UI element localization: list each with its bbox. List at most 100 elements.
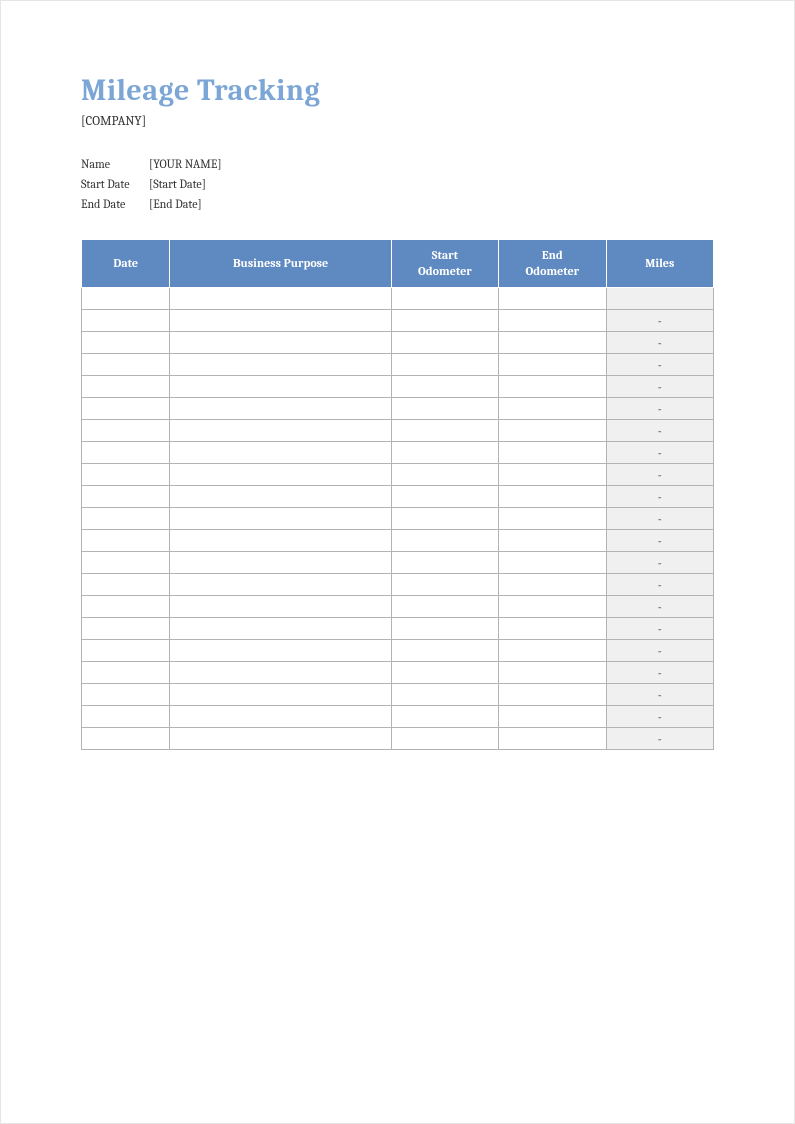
cell-purpose <box>170 508 391 530</box>
table-row: - <box>82 640 714 662</box>
cell-miles: - <box>606 728 713 750</box>
meta-label-name: Name <box>81 157 149 171</box>
cell-end-odometer <box>499 508 606 530</box>
cell-purpose <box>170 640 391 662</box>
cell-purpose <box>170 332 391 354</box>
cell-start-odometer <box>391 486 498 508</box>
table-row: - <box>82 354 714 376</box>
table-row: - <box>82 530 714 552</box>
cell-purpose <box>170 706 391 728</box>
cell-miles: - <box>606 618 713 640</box>
meta-label-start-date: Start Date <box>81 177 149 191</box>
table-row: - <box>82 442 714 464</box>
cell-start-odometer <box>391 464 498 486</box>
meta-row-end-date: End Date [End Date] <box>81 197 714 211</box>
cell-purpose <box>170 552 391 574</box>
cell-end-odometer <box>499 354 606 376</box>
cell-date <box>82 728 170 750</box>
table-row: - <box>82 574 714 596</box>
cell-miles: - <box>606 662 713 684</box>
table-row: - <box>82 662 714 684</box>
cell-end-odometer <box>499 288 606 310</box>
cell-miles: - <box>606 398 713 420</box>
cell-miles <box>606 288 713 310</box>
cell-end-odometer <box>499 552 606 574</box>
cell-end-odometer <box>499 596 606 618</box>
page: Mileage Tracking [COMPANY] Name [YOUR NA… <box>0 0 795 1124</box>
cell-purpose <box>170 486 391 508</box>
meta-value-start-date: [Start Date] <box>149 177 714 191</box>
cell-start-odometer <box>391 596 498 618</box>
cell-date <box>82 574 170 596</box>
cell-end-odometer <box>499 464 606 486</box>
table-row: - <box>82 684 714 706</box>
cell-end-odometer <box>499 486 606 508</box>
company-placeholder: [COMPANY] <box>81 114 714 129</box>
table-row: - <box>82 486 714 508</box>
cell-end-odometer <box>499 420 606 442</box>
cell-end-odometer <box>499 706 606 728</box>
table-row: - <box>82 706 714 728</box>
cell-purpose <box>170 618 391 640</box>
table-row: - <box>82 420 714 442</box>
cell-date <box>82 288 170 310</box>
cell-date <box>82 354 170 376</box>
cell-purpose <box>170 574 391 596</box>
cell-miles: - <box>606 420 713 442</box>
cell-end-odometer <box>499 398 606 420</box>
cell-start-odometer <box>391 332 498 354</box>
cell-purpose <box>170 354 391 376</box>
cell-purpose <box>170 442 391 464</box>
cell-start-odometer <box>391 420 498 442</box>
cell-date <box>82 640 170 662</box>
table-row: - <box>82 728 714 750</box>
cell-date <box>82 618 170 640</box>
col-header-end-odometer: EndOdometer <box>499 240 606 288</box>
cell-date <box>82 310 170 332</box>
cell-miles: - <box>606 706 713 728</box>
cell-date <box>82 508 170 530</box>
cell-miles: - <box>606 376 713 398</box>
cell-end-odometer <box>499 662 606 684</box>
meta-row-start-date: Start Date [Start Date] <box>81 177 714 191</box>
cell-end-odometer <box>499 332 606 354</box>
cell-start-odometer <box>391 728 498 750</box>
col-header-miles: Miles <box>606 240 713 288</box>
cell-purpose <box>170 728 391 750</box>
cell-miles: - <box>606 508 713 530</box>
mileage-table: Date Business Purpose StartOdometer EndO… <box>81 239 714 750</box>
meta-block: Name [YOUR NAME] Start Date [Start Date]… <box>81 157 714 211</box>
cell-purpose <box>170 684 391 706</box>
cell-end-odometer <box>499 376 606 398</box>
cell-start-odometer <box>391 442 498 464</box>
cell-start-odometer <box>391 574 498 596</box>
cell-start-odometer <box>391 552 498 574</box>
cell-miles: - <box>606 640 713 662</box>
col-header-purpose: Business Purpose <box>170 240 391 288</box>
cell-start-odometer <box>391 508 498 530</box>
cell-miles: - <box>606 596 713 618</box>
cell-date <box>82 552 170 574</box>
cell-start-odometer <box>391 398 498 420</box>
cell-purpose <box>170 420 391 442</box>
cell-start-odometer <box>391 354 498 376</box>
cell-miles: - <box>606 464 713 486</box>
meta-row-name: Name [YOUR NAME] <box>81 157 714 171</box>
cell-end-odometer <box>499 684 606 706</box>
cell-start-odometer <box>391 618 498 640</box>
table-row: - <box>82 464 714 486</box>
table-row: - <box>82 508 714 530</box>
table-row: - <box>82 618 714 640</box>
cell-start-odometer <box>391 662 498 684</box>
cell-date <box>82 376 170 398</box>
cell-date <box>82 442 170 464</box>
cell-purpose <box>170 376 391 398</box>
cell-miles: - <box>606 486 713 508</box>
page-title: Mileage Tracking <box>81 73 714 108</box>
cell-date <box>82 706 170 728</box>
cell-miles: - <box>606 332 713 354</box>
table-row <box>82 288 714 310</box>
cell-start-odometer <box>391 376 498 398</box>
table-row: - <box>82 376 714 398</box>
cell-miles: - <box>606 354 713 376</box>
